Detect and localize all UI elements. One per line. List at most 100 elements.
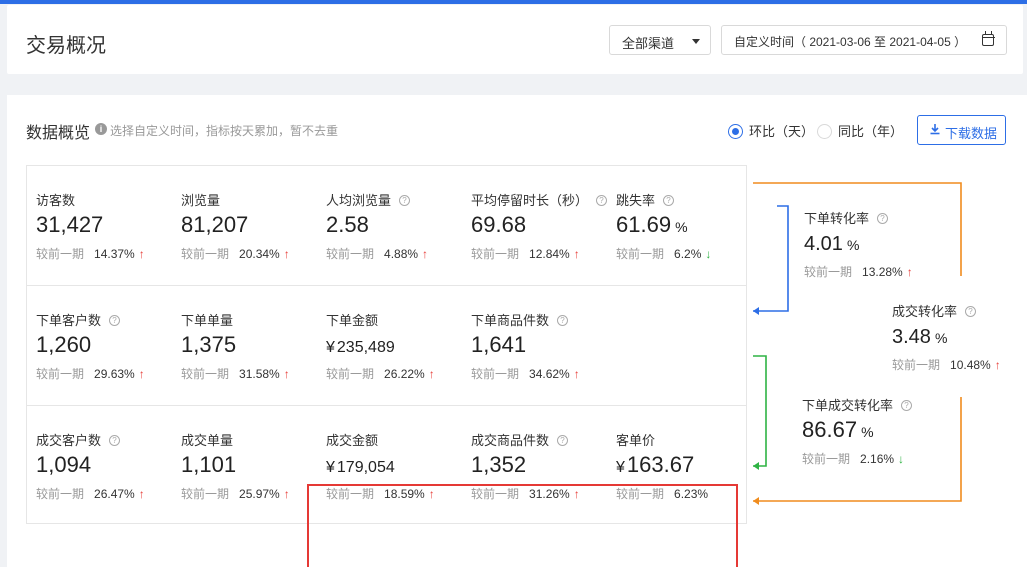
metric-value: 61.69% [616, 212, 756, 238]
page-header: 交易概况 全部渠道 自定义时间（ 2021-03-06 至 2021-04-05… [7, 5, 1023, 74]
metric-avg-stay: 平均停留时长（秒）? 69.68 较前一期 12.84% ↑ [471, 190, 611, 262]
arrow-up-icon: ↑ [283, 247, 290, 261]
arrow-up-icon: ↑ [994, 358, 1001, 372]
arrow-up-icon: ↑ [138, 367, 145, 381]
arrow-up-icon: ↑ [283, 367, 290, 381]
metric-value: 1,641 [471, 332, 527, 357]
info-icon[interactable]: i [95, 123, 107, 135]
metric-compare: 较前一期 20.34% ↑ [181, 245, 321, 262]
compare-pct: 29.63% [94, 367, 135, 381]
help-icon[interactable]: ? [557, 435, 569, 447]
compare-label: 较前一期 [326, 487, 375, 501]
compare-pct: 18.59% [384, 487, 425, 501]
compare-pct: 6.23% [674, 487, 709, 501]
metric-compare: 较前一期 13.28% ↑ [804, 263, 944, 280]
arrow-up-icon: ↑ [573, 367, 580, 381]
metric-label: 浏览量 [181, 193, 221, 208]
help-icon[interactable]: ? [965, 306, 977, 318]
metric-label-text: 成交商品件数 [471, 433, 550, 448]
metric-label: 人均浏览量? [326, 190, 466, 208]
download-data-button[interactable]: 下载数据 [917, 115, 1006, 145]
date-range-picker[interactable]: 自定义时间（ 2021-03-06 至 2021-04-05 ） [721, 25, 1007, 55]
metric-label: 下单成交转化率? [802, 395, 942, 413]
channel-select-value: 全部渠道 [622, 36, 675, 51]
compare-pct: 26.22% [384, 367, 425, 381]
metric-compare: 较前一期 2.16% ↓ [802, 450, 942, 467]
metric-label: 下单商品件数? [471, 310, 611, 328]
compare-label: 较前一期 [181, 247, 230, 261]
metric-value-number: 3.48 [892, 326, 931, 348]
compare-pct: 31.58% [239, 367, 280, 381]
compare-label: 较前一期 [802, 452, 851, 466]
help-icon[interactable]: ? [557, 315, 569, 327]
radio-day-over-day[interactable]: 环比（天） [728, 121, 814, 140]
metric-value: 1,094 [36, 452, 92, 477]
compare-pct: 34.62% [529, 367, 570, 381]
metric-deal-customers: 成交客户数? 1,094 较前一期 26.47% ↑ [36, 430, 176, 502]
metric-order-customers: 下单客户数? 1,260 较前一期 29.63% ↑ [36, 310, 176, 382]
metric-label-text: 下单商品件数 [471, 313, 550, 328]
metric-label: 下单金额 [326, 313, 379, 328]
metric-value: 4.01% [804, 230, 944, 256]
compare-label: 较前一期 [471, 247, 520, 261]
metric-order-count: 下单单量 1,375 较前一期 31.58% ↑ [181, 310, 321, 382]
metric-value: 3.48% [892, 323, 1027, 349]
help-icon[interactable]: ? [399, 195, 411, 207]
metric-value: ¥179,054 [326, 452, 466, 478]
metric-value-number: 61.69 [616, 212, 672, 237]
radio-year-label: 同比（年） [838, 124, 904, 139]
row-divider [27, 405, 746, 406]
compare-pct: 4.88% [384, 247, 419, 261]
arrow-up-icon: ↑ [573, 487, 580, 501]
compare-label: 较前一期 [471, 487, 520, 501]
compare-label: 较前一期 [36, 247, 85, 261]
metric-unit: % [675, 219, 688, 235]
metric-label: 成交金额 [326, 433, 379, 448]
metric-order-amount: 下单金额 ¥235,489 较前一期 26.22% ↑ [326, 310, 466, 382]
metric-value: 69.68 [471, 212, 527, 237]
channel-select[interactable]: 全部渠道 [609, 25, 711, 55]
page-title: 交易概况 [26, 35, 106, 57]
radio-unchecked-icon [817, 124, 832, 140]
arrow-up-icon: ↑ [138, 487, 145, 501]
date-range-value: 自定义时间（ 2021-03-06 至 2021-04-05 ） [734, 35, 967, 49]
help-icon[interactable]: ? [596, 195, 608, 207]
metric-order-conversion-rate: 下单转化率? 4.01% 较前一期 13.28% ↑ [804, 208, 944, 280]
radio-checked-icon [728, 124, 743, 140]
metric-value-number: 4.01 [804, 233, 843, 255]
download-icon [930, 124, 940, 135]
metric-label: 成交转化率? [892, 301, 1027, 319]
help-icon[interactable]: ? [109, 435, 121, 447]
help-icon[interactable]: ? [109, 315, 121, 327]
metric-label-text: 人均浏览量 [326, 193, 392, 208]
arrow-down-icon: ↓ [898, 452, 905, 466]
metric-value: 86.67% [802, 417, 942, 443]
currency-symbol: ¥ [326, 339, 335, 356]
compare-label: 较前一期 [36, 487, 85, 501]
row-divider [27, 285, 746, 286]
compare-pct: 6.2% [674, 247, 702, 261]
metric-unit: % [934, 330, 948, 346]
compare-label: 较前一期 [36, 367, 85, 381]
help-icon[interactable]: ? [877, 213, 889, 225]
metric-value-number: 235,489 [336, 339, 395, 356]
radio-year-over-year[interactable]: 同比（年） [817, 121, 904, 140]
arrow-down-icon: ↓ [705, 247, 712, 261]
overview-panel: 数据概览 i 选择自定义时间，指标按天累加，暂不去重 环比（天） 同比（年） 下… [7, 95, 1027, 567]
metric-compare: 较前一期 29.63% ↑ [36, 365, 176, 382]
caret-down-icon [692, 39, 700, 44]
compare-label: 较前一期 [181, 487, 230, 501]
metric-label: 成交客户数? [36, 430, 176, 448]
arrow-up-icon: ↑ [422, 247, 429, 261]
metric-label-text: 跳失率 [616, 193, 656, 208]
metric-compare: 较前一期 34.62% ↑ [471, 365, 611, 382]
metric-label-text: 下单成交转化率 [802, 398, 894, 413]
help-icon[interactable]: ? [663, 195, 675, 207]
currency-symbol: ¥ [616, 459, 625, 476]
metric-compare: 较前一期 31.58% ↑ [181, 365, 321, 382]
metric-value: ¥163.67 [616, 452, 756, 478]
help-icon[interactable]: ? [901, 400, 913, 412]
metric-compare: 较前一期 25.97% ↑ [181, 485, 321, 502]
metric-value: 1,375 [181, 332, 237, 357]
top-accent-bar [0, 0, 1027, 4]
